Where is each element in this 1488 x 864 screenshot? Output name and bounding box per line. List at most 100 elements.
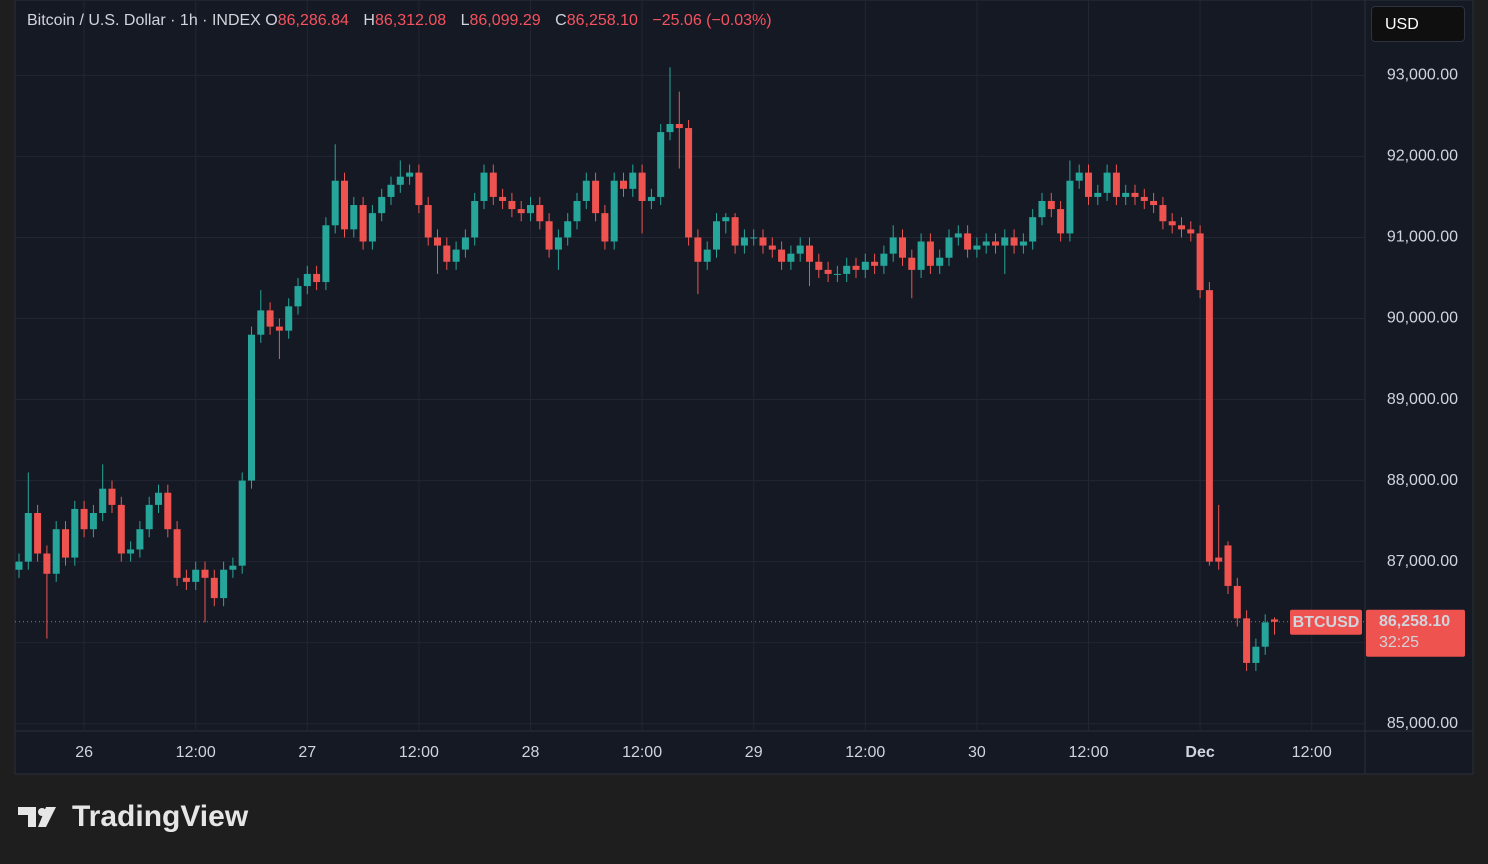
candle-body — [1122, 192, 1130, 197]
candle-body — [1233, 585, 1241, 619]
price-tag — [1366, 609, 1465, 657]
logo-text: TradingView — [72, 800, 249, 833]
candle-body — [99, 488, 107, 513]
candle-body — [750, 237, 758, 239]
candle-body — [1066, 180, 1074, 234]
candle-body — [471, 200, 479, 238]
candle-body — [1224, 545, 1232, 586]
currency-button[interactable]: USD — [1371, 6, 1465, 42]
candle-body — [1140, 196, 1148, 201]
candle-body — [1271, 619, 1278, 622]
candle-body — [1131, 192, 1139, 197]
candle-body — [694, 237, 702, 262]
candle-body — [926, 241, 934, 266]
x-tick-label: Dec — [1185, 744, 1214, 761]
candle-body — [499, 196, 507, 201]
candle-body — [936, 257, 944, 266]
candle-body — [480, 172, 488, 201]
candle-body — [954, 233, 962, 238]
candle-body — [852, 265, 860, 270]
y-tick-label: 90,000.00 — [1387, 310, 1458, 327]
candle-body — [285, 306, 293, 331]
candle-body — [461, 237, 469, 250]
candle-body — [387, 184, 395, 197]
candle-body — [740, 237, 748, 246]
x-tick-label: 12:00 — [845, 744, 885, 761]
candle-body — [880, 253, 888, 266]
candle-body — [1243, 618, 1251, 663]
candle-body — [592, 180, 600, 214]
candle-body — [145, 504, 153, 530]
candle-body — [833, 273, 841, 275]
candle-body — [908, 257, 916, 270]
candle-body — [117, 504, 125, 554]
c-label: C — [555, 12, 567, 29]
candle-body — [1029, 217, 1037, 242]
candle-body — [982, 241, 990, 246]
h-label: H — [363, 12, 375, 29]
x-tick-label: 28 — [522, 744, 540, 761]
candle-body — [1159, 205, 1167, 222]
candle-body — [768, 245, 776, 250]
high: 86,312.08 — [374, 12, 447, 29]
candle-body — [424, 205, 432, 238]
chart-panel — [14, 0, 1474, 775]
x-tick-label: 12:00 — [622, 744, 662, 761]
candle-body — [182, 577, 190, 582]
candle-body — [303, 273, 311, 287]
symbol: Bitcoin / U.S. Dollar · 1h · INDEX — [27, 12, 261, 29]
candle-body — [620, 180, 627, 189]
candle-body — [554, 237, 562, 250]
x-tick-label: 29 — [745, 744, 763, 761]
x-tick-label: 27 — [298, 744, 316, 761]
candle-body — [238, 480, 246, 566]
candle-body — [722, 217, 730, 222]
price-tag-text: 86,258.10 — [1379, 613, 1450, 630]
candle-body — [899, 237, 906, 258]
candle-body — [564, 221, 572, 238]
candle-body — [675, 123, 683, 129]
candle-body — [610, 180, 618, 242]
candle-body — [1205, 290, 1213, 562]
candle-body — [517, 209, 525, 214]
candle-body — [1187, 229, 1195, 234]
candle-body — [657, 132, 665, 197]
candle-body — [489, 172, 497, 197]
candle-body — [275, 326, 283, 331]
candle-body — [843, 265, 851, 274]
candle-body — [322, 225, 330, 283]
candle-body — [368, 213, 376, 242]
candle-body — [508, 200, 516, 210]
candle-body — [666, 123, 674, 133]
candle-body — [155, 492, 162, 505]
x-tick-label: 26 — [75, 744, 93, 761]
candle-body — [173, 529, 181, 578]
candle-body — [685, 128, 693, 238]
candle-body — [536, 205, 544, 222]
symbol-tag-text: BTCUSD — [1293, 614, 1360, 631]
low: 86,099.29 — [469, 12, 541, 29]
candle-body — [1047, 200, 1055, 210]
candle-body — [1215, 557, 1223, 562]
close: 86,258.10 — [566, 12, 638, 29]
x-tick-label: 12:00 — [1292, 744, 1332, 761]
candle-body — [210, 577, 218, 599]
candle-body — [341, 180, 348, 230]
candle-body — [15, 561, 23, 570]
candle-body — [359, 205, 367, 242]
l-label: L — [460, 12, 470, 29]
candle-body — [1196, 233, 1204, 291]
y-tick-label: 93,000.00 — [1387, 67, 1458, 84]
candle-body — [1010, 237, 1018, 246]
candle-body — [62, 529, 69, 558]
symbol-tag — [1290, 609, 1362, 635]
candle-body — [43, 553, 51, 574]
candle-body — [1075, 172, 1083, 181]
x-tick-label: 30 — [968, 744, 986, 761]
logo: TradingView — [18, 800, 248, 834]
candle-body — [294, 286, 302, 307]
candle-body — [1038, 200, 1046, 218]
candle-body — [1261, 622, 1269, 647]
candle-body — [759, 237, 767, 246]
